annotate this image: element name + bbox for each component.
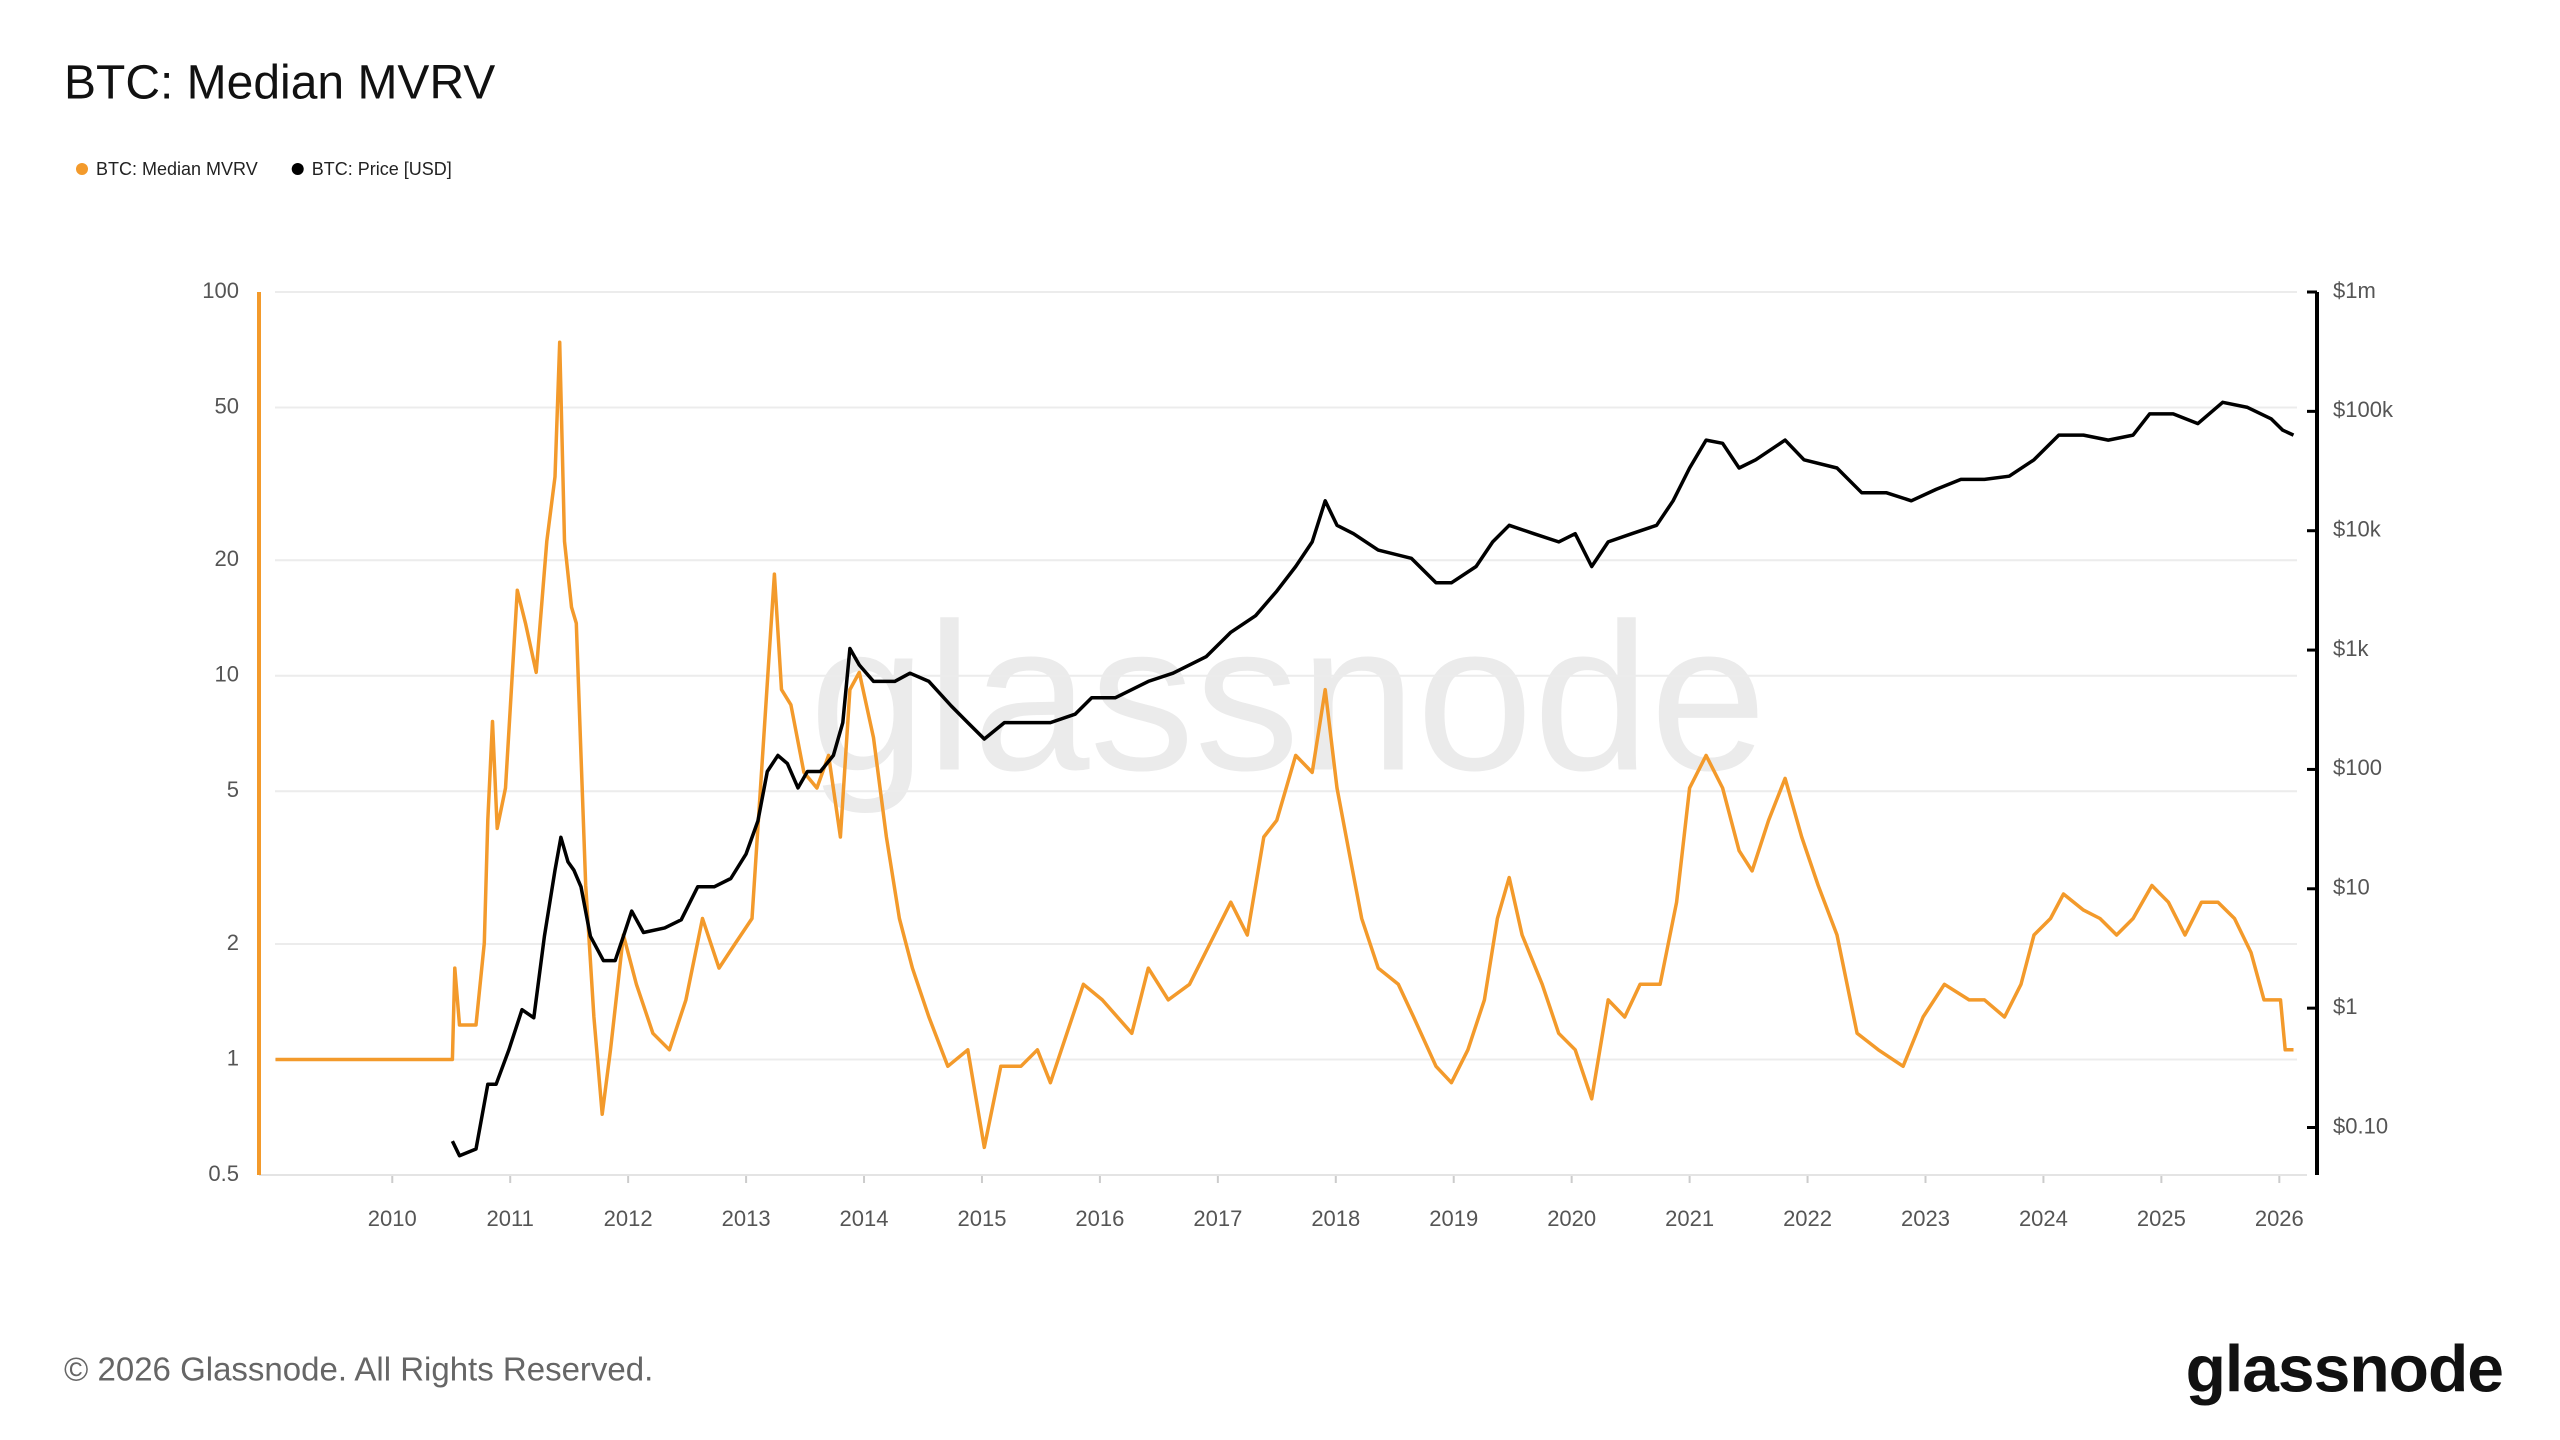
y2-tick-label: $1m [2333,278,2376,303]
x-tick-label: 2018 [1311,1206,1360,1231]
y2-tick-label: $100k [2333,397,2394,422]
x-tick-label: 2010 [368,1206,417,1231]
y2-tick-label: $0.10 [2333,1113,2388,1138]
x-tick-label: 2019 [1429,1206,1478,1231]
x-tick-label: 2021 [1665,1206,1714,1231]
x-tick-label: 2014 [840,1206,889,1231]
logo: glassnode [2186,1331,2503,1405]
y-tick-label: 5 [227,777,239,802]
y-tick-label: 100 [202,278,239,303]
x-tick-label: 2013 [722,1206,771,1231]
legend-swatch [291,163,304,175]
y-tick-label: 2 [227,930,239,955]
watermark: glassnode [809,579,1766,814]
x-tick-label: 2012 [604,1206,653,1231]
legend-label: BTC: Median MVRV [96,159,258,179]
y-tick-label: 50 [215,393,239,418]
y-tick-label: 0.5 [208,1161,239,1186]
x-tick-label: 2015 [957,1206,1006,1231]
x-tick-label: 2016 [1075,1206,1124,1231]
y2-tick-label: $1k [2333,636,2369,661]
legend-swatch [76,163,88,175]
copyright: © 2026 Glassnode. All Rights Reserved. [64,1351,653,1388]
x-tick-label: 2023 [1901,1206,1950,1231]
x-tick-label: 2020 [1547,1206,1596,1231]
y-tick-label: 1 [227,1045,239,1070]
x-tick-label: 2022 [1783,1206,1832,1231]
y2-tick-label: $10 [2333,875,2370,900]
y2-tick-label: $10k [2333,517,2382,542]
x-tick-label: 2025 [2137,1206,2186,1231]
legend: BTC: Median MVRV BTC: Price [USD] [76,159,452,179]
series-line [450,400,2295,1158]
y-tick-label: 10 [215,662,239,687]
y-tick-label: 20 [215,546,239,571]
x-tick-label: 2017 [1193,1206,1242,1231]
x-tick-label: 2024 [2019,1206,2068,1231]
y2-tick-label: $1 [2333,994,2357,1019]
x-tick-label: 2026 [2255,1206,2304,1231]
x-tick-label: 2011 [487,1206,534,1231]
y2-tick-label: $100 [2333,755,2382,780]
chart-title: BTC: Median MVRV [64,57,495,110]
legend-label: BTC: Price [USD] [312,159,452,179]
series-line [275,340,2294,1150]
